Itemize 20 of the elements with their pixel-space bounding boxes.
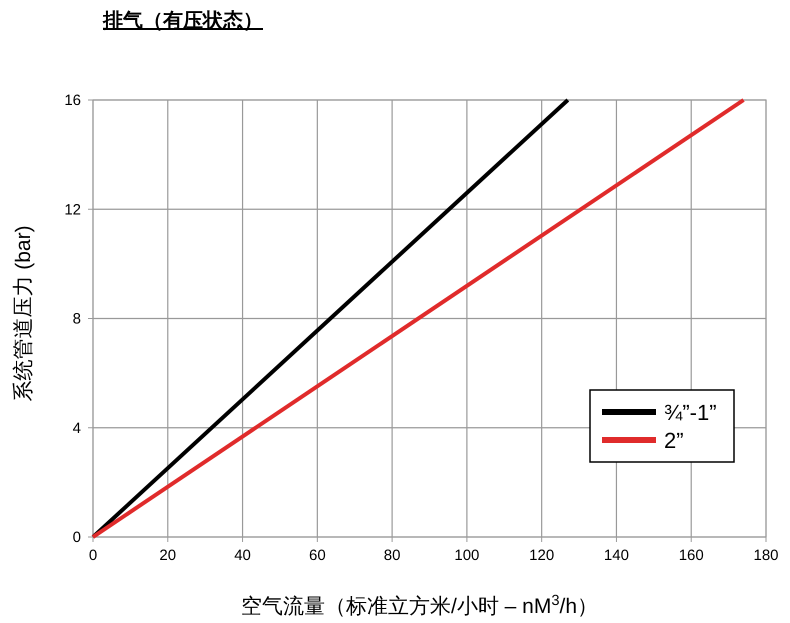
legend-label: 2” (664, 428, 684, 453)
x-tick-label: 100 (454, 547, 480, 564)
y-tick-label: 0 (72, 529, 81, 546)
x-tick-label: 140 (604, 547, 629, 564)
y-tick-label: 12 (64, 201, 81, 218)
x-tick-label: 180 (753, 547, 779, 564)
legend-label: ¾”-1” (664, 400, 717, 425)
chart-title: 排气（有压状态） (102, 10, 263, 32)
x-tick-label: 120 (529, 547, 554, 564)
y-tick-label: 8 (72, 310, 81, 328)
y-tick-label: 4 (72, 420, 81, 437)
x-tick-label: 20 (159, 547, 176, 564)
y-tick-label: 16 (64, 92, 81, 109)
x-tick-label: 40 (234, 547, 251, 564)
x-tick-label: 160 (678, 547, 704, 564)
x-axis-title: 空气流量（标准立方米/小时 – nM$^{3}$/h） (240, 593, 598, 618)
y-axis-title: 系统管道压力 (bar) (12, 225, 35, 402)
x-tick-label: 60 (308, 547, 326, 564)
x-tick-label: 0 (88, 547, 98, 564)
x-tick-label: 80 (384, 547, 400, 564)
